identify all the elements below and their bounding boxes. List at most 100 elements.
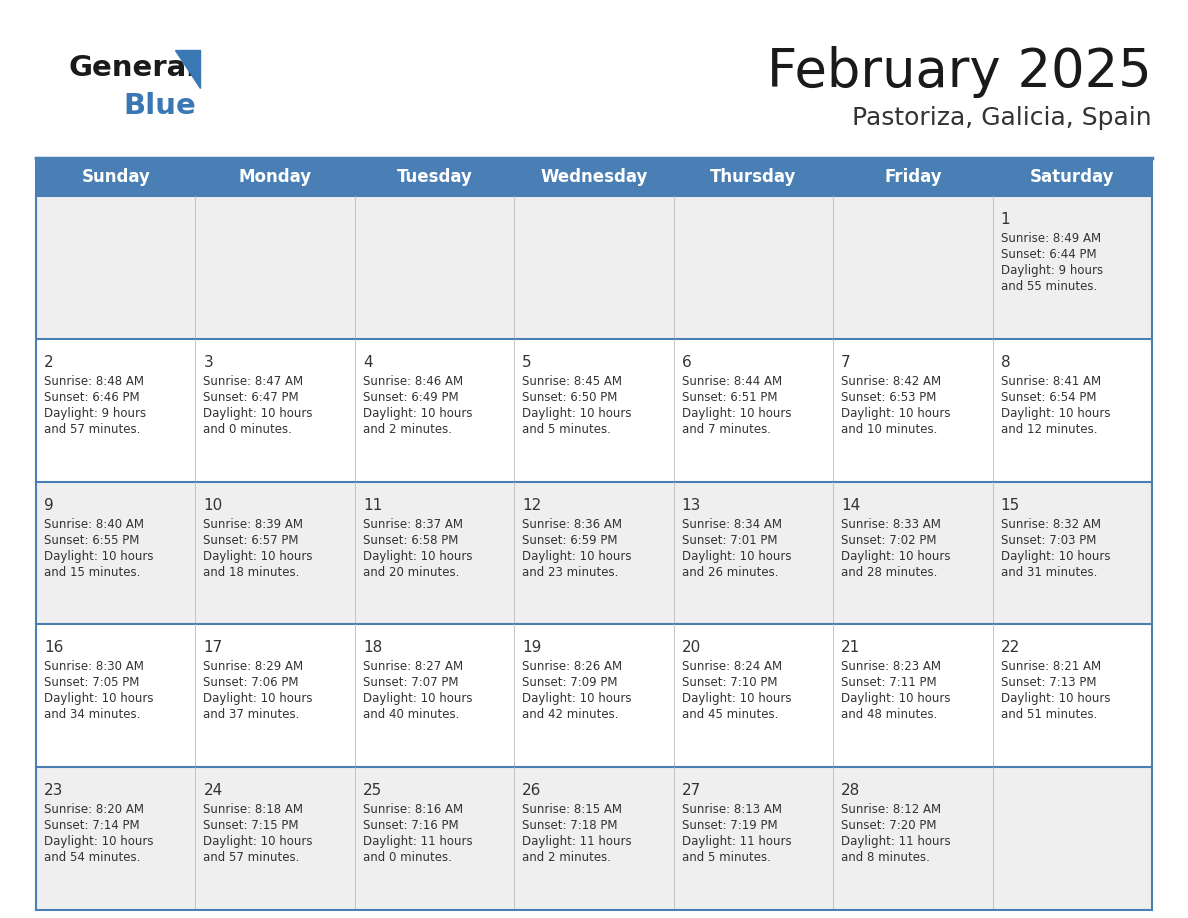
Text: 18: 18 [362, 641, 383, 655]
Text: and 31 minutes.: and 31 minutes. [1000, 565, 1097, 578]
Text: 20: 20 [682, 641, 701, 655]
Text: Daylight: 11 hours: Daylight: 11 hours [841, 835, 950, 848]
Text: and 55 minutes.: and 55 minutes. [1000, 280, 1097, 293]
Text: Daylight: 10 hours: Daylight: 10 hours [362, 550, 473, 563]
Text: and 15 minutes.: and 15 minutes. [44, 565, 140, 578]
Text: Sunset: 7:09 PM: Sunset: 7:09 PM [523, 677, 618, 689]
Text: Daylight: 10 hours: Daylight: 10 hours [44, 835, 153, 848]
Text: and 0 minutes.: and 0 minutes. [203, 423, 292, 436]
Text: 11: 11 [362, 498, 383, 512]
Text: 7: 7 [841, 354, 851, 370]
Text: and 5 minutes.: and 5 minutes. [682, 851, 771, 864]
Text: Pastoriza, Galicia, Spain: Pastoriza, Galicia, Spain [852, 106, 1152, 130]
Text: and 20 minutes.: and 20 minutes. [362, 565, 460, 578]
Text: 6: 6 [682, 354, 691, 370]
Text: and 10 minutes.: and 10 minutes. [841, 423, 937, 436]
Text: Sunrise: 8:48 AM: Sunrise: 8:48 AM [44, 375, 144, 387]
Text: Sunset: 7:15 PM: Sunset: 7:15 PM [203, 819, 299, 833]
Text: Sunrise: 8:24 AM: Sunrise: 8:24 AM [682, 660, 782, 674]
Text: Sunrise: 8:46 AM: Sunrise: 8:46 AM [362, 375, 463, 387]
Text: Sunday: Sunday [81, 168, 150, 186]
Text: Sunset: 7:11 PM: Sunset: 7:11 PM [841, 677, 937, 689]
FancyBboxPatch shape [36, 767, 1152, 910]
Text: Sunrise: 8:13 AM: Sunrise: 8:13 AM [682, 803, 782, 816]
Text: 16: 16 [44, 641, 63, 655]
Text: Daylight: 9 hours: Daylight: 9 hours [1000, 264, 1102, 277]
Text: Thursday: Thursday [710, 168, 797, 186]
Text: Daylight: 10 hours: Daylight: 10 hours [1000, 550, 1110, 563]
Text: Sunrise: 8:32 AM: Sunrise: 8:32 AM [1000, 518, 1100, 531]
Text: Tuesday: Tuesday [397, 168, 473, 186]
Text: and 8 minutes.: and 8 minutes. [841, 851, 930, 864]
Text: Sunset: 7:06 PM: Sunset: 7:06 PM [203, 677, 299, 689]
Text: and 42 minutes.: and 42 minutes. [523, 709, 619, 722]
Text: 12: 12 [523, 498, 542, 512]
Text: Sunrise: 8:36 AM: Sunrise: 8:36 AM [523, 518, 623, 531]
Text: Sunset: 7:14 PM: Sunset: 7:14 PM [44, 819, 140, 833]
Text: Sunrise: 8:42 AM: Sunrise: 8:42 AM [841, 375, 941, 387]
Text: 28: 28 [841, 783, 860, 798]
Text: Daylight: 10 hours: Daylight: 10 hours [682, 692, 791, 705]
Text: Sunrise: 8:18 AM: Sunrise: 8:18 AM [203, 803, 303, 816]
Text: 26: 26 [523, 783, 542, 798]
Text: and 45 minutes.: and 45 minutes. [682, 709, 778, 722]
Text: Sunrise: 8:20 AM: Sunrise: 8:20 AM [44, 803, 144, 816]
Text: Sunset: 7:19 PM: Sunset: 7:19 PM [682, 819, 777, 833]
Text: 27: 27 [682, 783, 701, 798]
Text: Daylight: 10 hours: Daylight: 10 hours [362, 692, 473, 705]
Text: Sunrise: 8:47 AM: Sunrise: 8:47 AM [203, 375, 304, 387]
FancyBboxPatch shape [36, 196, 1152, 339]
Text: 10: 10 [203, 498, 222, 512]
Text: 14: 14 [841, 498, 860, 512]
Text: Sunset: 7:02 PM: Sunset: 7:02 PM [841, 533, 936, 546]
Text: Daylight: 10 hours: Daylight: 10 hours [682, 550, 791, 563]
Text: Sunset: 7:01 PM: Sunset: 7:01 PM [682, 533, 777, 546]
Text: Daylight: 10 hours: Daylight: 10 hours [841, 550, 950, 563]
Text: 19: 19 [523, 641, 542, 655]
Text: Daylight: 10 hours: Daylight: 10 hours [203, 550, 312, 563]
Text: Daylight: 10 hours: Daylight: 10 hours [203, 692, 312, 705]
Text: Sunrise: 8:40 AM: Sunrise: 8:40 AM [44, 518, 144, 531]
Text: Daylight: 10 hours: Daylight: 10 hours [523, 407, 632, 420]
Text: Daylight: 10 hours: Daylight: 10 hours [203, 835, 312, 848]
Text: and 28 minutes.: and 28 minutes. [841, 565, 937, 578]
Text: Daylight: 10 hours: Daylight: 10 hours [841, 692, 950, 705]
Text: and 37 minutes.: and 37 minutes. [203, 709, 299, 722]
Text: Friday: Friday [884, 168, 942, 186]
Text: Sunrise: 8:29 AM: Sunrise: 8:29 AM [203, 660, 304, 674]
FancyBboxPatch shape [36, 482, 1152, 624]
Text: 24: 24 [203, 783, 222, 798]
Text: and 34 minutes.: and 34 minutes. [44, 709, 140, 722]
Text: 25: 25 [362, 783, 383, 798]
Text: and 0 minutes.: and 0 minutes. [362, 851, 451, 864]
Polygon shape [175, 50, 200, 88]
Text: and 2 minutes.: and 2 minutes. [362, 423, 451, 436]
Text: Sunset: 6:54 PM: Sunset: 6:54 PM [1000, 391, 1097, 404]
Text: Sunset: 7:05 PM: Sunset: 7:05 PM [44, 677, 139, 689]
Text: Sunset: 6:46 PM: Sunset: 6:46 PM [44, 391, 140, 404]
Text: February 2025: February 2025 [767, 46, 1152, 98]
Text: and 2 minutes.: and 2 minutes. [523, 851, 612, 864]
Text: Daylight: 11 hours: Daylight: 11 hours [362, 835, 473, 848]
Text: 4: 4 [362, 354, 373, 370]
Text: Sunset: 7:13 PM: Sunset: 7:13 PM [1000, 677, 1097, 689]
Text: Sunset: 7:16 PM: Sunset: 7:16 PM [362, 819, 459, 833]
Text: 17: 17 [203, 641, 222, 655]
Text: and 48 minutes.: and 48 minutes. [841, 709, 937, 722]
Text: 23: 23 [44, 783, 63, 798]
Text: Daylight: 10 hours: Daylight: 10 hours [682, 407, 791, 420]
Text: Sunrise: 8:49 AM: Sunrise: 8:49 AM [1000, 232, 1101, 245]
Text: Sunrise: 8:33 AM: Sunrise: 8:33 AM [841, 518, 941, 531]
Text: Blue: Blue [124, 92, 196, 120]
Text: Sunset: 6:49 PM: Sunset: 6:49 PM [362, 391, 459, 404]
Text: and 12 minutes.: and 12 minutes. [1000, 423, 1097, 436]
Text: and 40 minutes.: and 40 minutes. [362, 709, 460, 722]
Text: 5: 5 [523, 354, 532, 370]
Text: and 18 minutes.: and 18 minutes. [203, 565, 299, 578]
Text: Sunrise: 8:44 AM: Sunrise: 8:44 AM [682, 375, 782, 387]
Text: Daylight: 10 hours: Daylight: 10 hours [1000, 692, 1110, 705]
Text: Sunrise: 8:12 AM: Sunrise: 8:12 AM [841, 803, 941, 816]
Text: Monday: Monday [239, 168, 311, 186]
Text: Sunset: 7:10 PM: Sunset: 7:10 PM [682, 677, 777, 689]
Text: 22: 22 [1000, 641, 1019, 655]
